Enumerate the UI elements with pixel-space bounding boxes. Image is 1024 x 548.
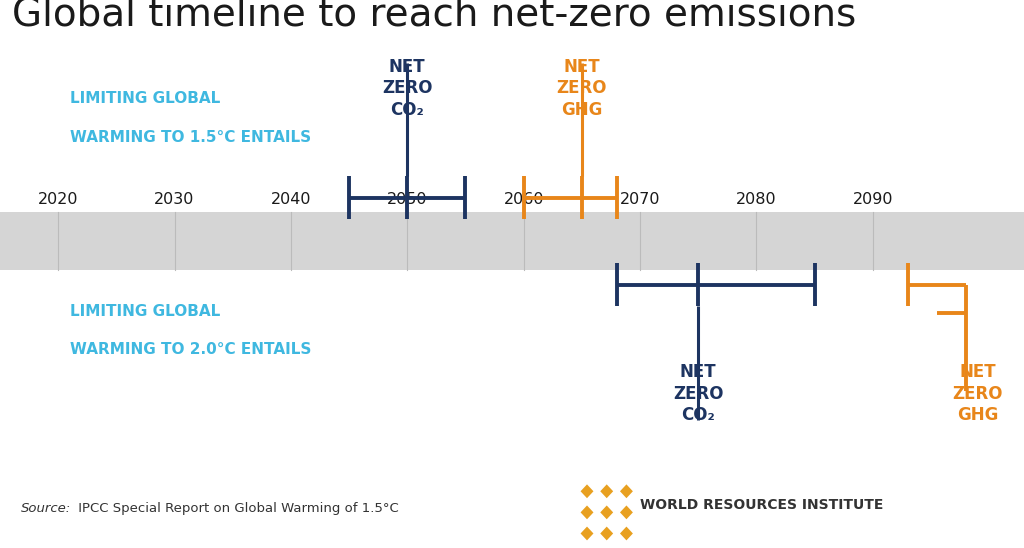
Text: 2060: 2060 — [504, 192, 544, 207]
Polygon shape — [618, 504, 634, 521]
Text: Global timeline to reach net-zero emissions: Global timeline to reach net-zero emissi… — [11, 0, 856, 33]
Polygon shape — [580, 525, 595, 542]
Text: NET
ZERO
CO₂: NET ZERO CO₂ — [382, 58, 432, 119]
Text: 2080: 2080 — [736, 192, 776, 207]
Polygon shape — [618, 525, 634, 542]
Text: 2040: 2040 — [270, 192, 311, 207]
Bar — [0, 212, 1024, 270]
Polygon shape — [599, 525, 614, 542]
Text: 2090: 2090 — [852, 192, 893, 207]
Text: LIMITING GLOBAL: LIMITING GLOBAL — [70, 304, 220, 319]
Text: 2070: 2070 — [620, 192, 660, 207]
Text: NET
ZERO
CO₂: NET ZERO CO₂ — [673, 363, 723, 424]
Text: WORLD RESOURCES INSTITUTE: WORLD RESOURCES INSTITUTE — [640, 498, 884, 512]
Text: 2020: 2020 — [38, 192, 79, 207]
Text: NET
ZERO
GHG: NET ZERO GHG — [557, 58, 607, 119]
Text: 2050: 2050 — [387, 192, 428, 207]
Polygon shape — [580, 504, 595, 521]
Polygon shape — [580, 483, 595, 500]
Polygon shape — [599, 504, 614, 521]
Polygon shape — [618, 483, 634, 500]
Text: Source:: Source: — [20, 502, 71, 515]
Text: IPCC Special Report on Global Warming of 1.5°C: IPCC Special Report on Global Warming of… — [74, 502, 398, 515]
Text: 2030: 2030 — [155, 192, 195, 207]
Text: NET
ZERO
GHG: NET ZERO GHG — [952, 363, 1002, 424]
Text: WARMING TO 2.0°C ENTAILS: WARMING TO 2.0°C ENTAILS — [70, 342, 311, 357]
Text: LIMITING GLOBAL: LIMITING GLOBAL — [70, 91, 220, 106]
Text: WARMING TO 1.5°C ENTAILS: WARMING TO 1.5°C ENTAILS — [70, 130, 311, 145]
Polygon shape — [599, 483, 614, 500]
